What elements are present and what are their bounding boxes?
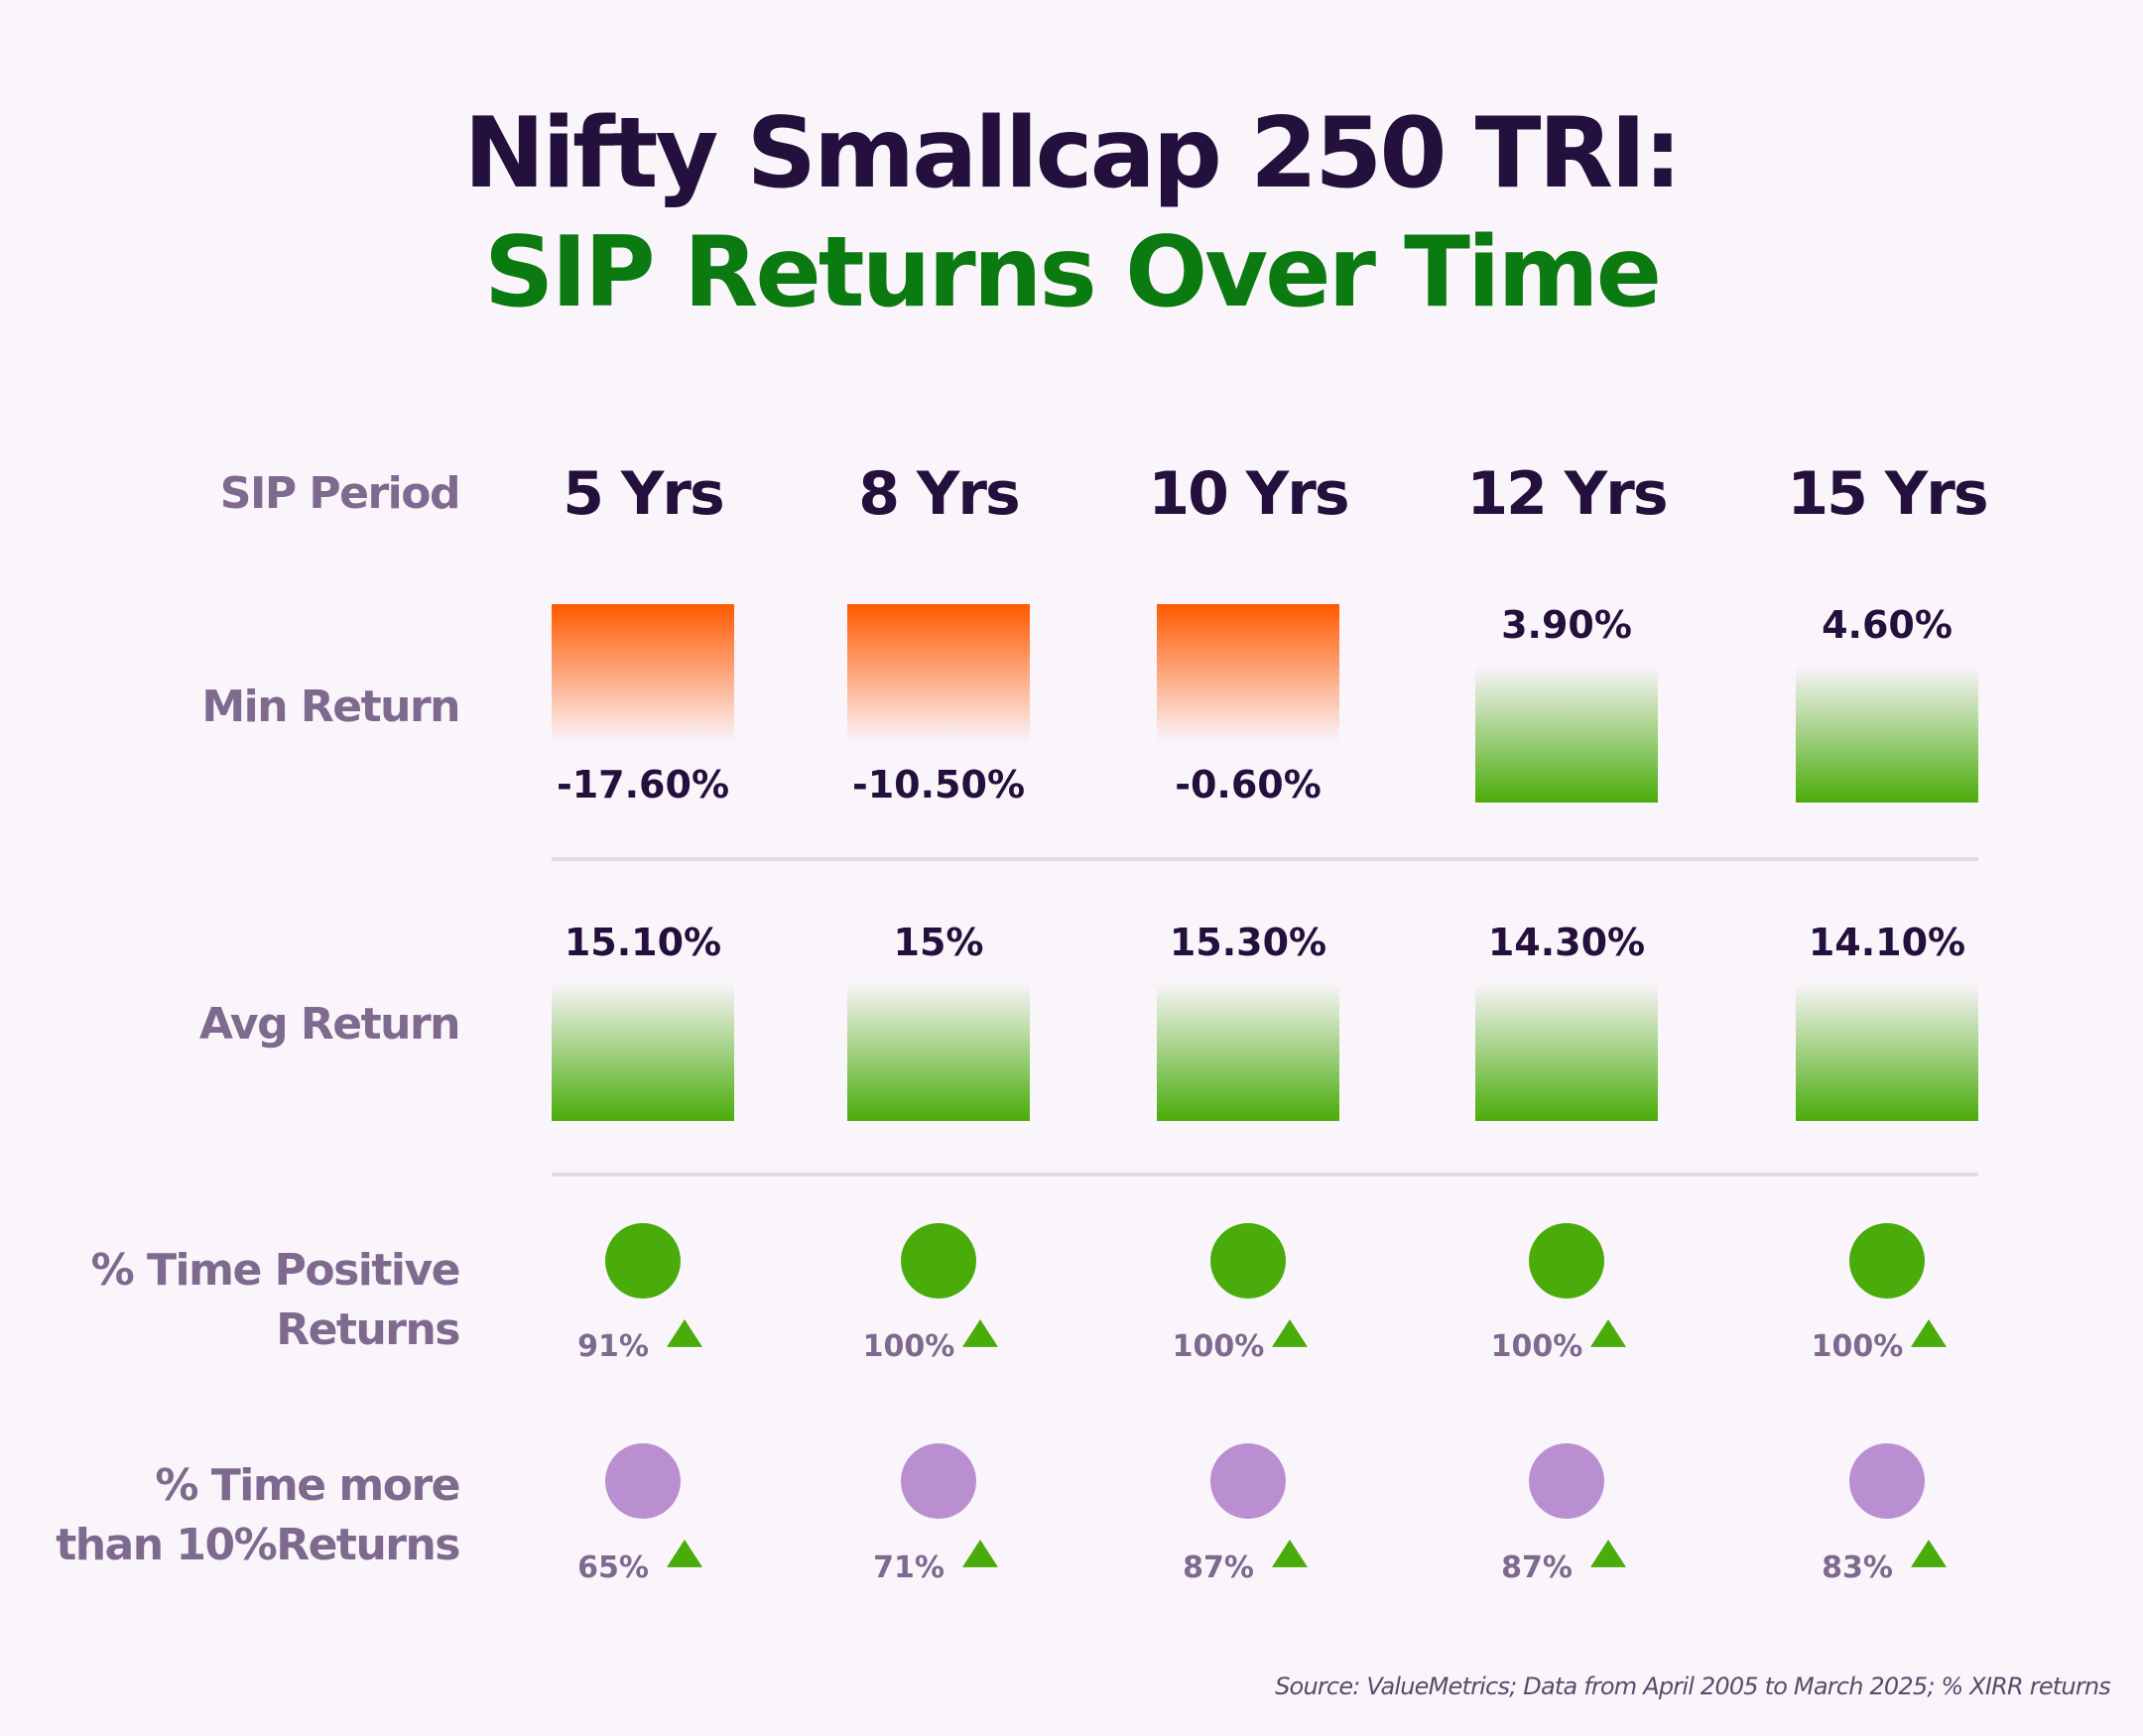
row-label-avg-return: Avg Return (198, 999, 461, 1050)
positive-dot-2 (901, 1223, 976, 1299)
min-return-bar-4 (1475, 666, 1658, 803)
avg-return-label-1: 15.10% (565, 921, 721, 964)
period-header-5: 15 Yrs (1787, 459, 1986, 529)
chart-title: Nifty Smallcap 250 TRI: SIP Returns Over… (0, 94, 2143, 332)
over10-label-5: 83% (1822, 1550, 1893, 1585)
row-label-over10-line-1: % Time more (155, 1460, 460, 1511)
min-return-label-2: -10.50% (852, 763, 1025, 806)
over10-dot-5 (1849, 1443, 1925, 1519)
period-header-1: 5 Yrs (563, 459, 722, 529)
row-label-min-return: Min Return (201, 682, 460, 732)
title-line-2: SIP Returns Over Time (483, 216, 1662, 329)
over10-up-triangle-3 (1272, 1540, 1308, 1567)
positive-label-3: 100% (1173, 1329, 1265, 1364)
min-return-bar-5 (1796, 666, 1978, 803)
min-return-bar-3 (1157, 604, 1339, 743)
positive-up-triangle-4 (1590, 1319, 1626, 1347)
row-label-positive-returns: % Time Positive Returns (90, 1241, 461, 1360)
positive-label-4: 100% (1491, 1329, 1583, 1364)
positive-label-1: 91% (577, 1329, 649, 1364)
avg-return-bar-1 (552, 982, 734, 1121)
source-note: Source: ValueMetrics; Data from April 20… (1275, 1673, 2111, 1700)
avg-return-label-4: 14.30% (1488, 921, 1645, 964)
positive-label-5: 100% (1812, 1329, 1904, 1364)
title-line-1: Nifty Smallcap 250 TRI: (463, 97, 1682, 210)
avg-return-bar-3 (1157, 982, 1339, 1121)
over10-dot-1 (605, 1443, 681, 1519)
positive-dot-1 (605, 1223, 681, 1299)
min-return-bar-2 (847, 604, 1030, 743)
over10-label-3: 87% (1183, 1550, 1254, 1585)
avg-return-bar-4 (1475, 982, 1658, 1121)
min-return-bar-1 (552, 604, 734, 743)
row-label-sip-period: SIP Period (219, 468, 461, 519)
positive-label-2: 100% (863, 1329, 955, 1364)
over10-dot-2 (901, 1443, 976, 1519)
positive-up-triangle-2 (962, 1319, 998, 1347)
over10-up-triangle-4 (1590, 1540, 1626, 1567)
positive-up-triangle-1 (667, 1319, 702, 1347)
over10-dot-3 (1210, 1443, 1286, 1519)
positive-up-triangle-5 (1911, 1319, 1947, 1347)
row-label-over-10-returns: % Time more than 10%Returns (56, 1456, 460, 1575)
over10-up-triangle-2 (962, 1540, 998, 1567)
over10-dot-4 (1529, 1443, 1604, 1519)
row-label-positive-line-1: % Time Positive (90, 1245, 461, 1296)
avg-return-label-5: 14.10% (1809, 921, 1965, 964)
over10-label-1: 65% (577, 1550, 649, 1585)
avg-return-label-3: 15.30% (1170, 921, 1326, 964)
min-return-label-3: -0.60% (1175, 763, 1322, 806)
over10-up-triangle-1 (667, 1540, 702, 1567)
min-return-label-4: 3.90% (1501, 603, 1632, 647)
over10-label-2: 71% (873, 1550, 945, 1585)
positive-dot-3 (1210, 1223, 1286, 1299)
period-header-3: 10 Yrs (1148, 459, 1347, 529)
positive-dot-4 (1529, 1223, 1604, 1299)
positive-dot-5 (1849, 1223, 1925, 1299)
period-header-4: 12 Yrs (1466, 459, 1666, 529)
row-label-positive-line-2: Returns (276, 1304, 460, 1355)
avg-return-bar-5 (1796, 982, 1978, 1121)
avg-return-label-2: 15% (894, 921, 984, 964)
positive-up-triangle-3 (1272, 1319, 1308, 1347)
over10-up-triangle-5 (1911, 1540, 1947, 1567)
row-label-over10-line-2: than 10%Returns (56, 1520, 460, 1570)
min-return-label-5: 4.60% (1822, 603, 1953, 647)
over10-label-4: 87% (1501, 1550, 1573, 1585)
avg-return-bar-2 (847, 982, 1030, 1121)
min-return-label-1: -17.60% (557, 763, 729, 806)
period-header-2: 8 Yrs (858, 459, 1018, 529)
